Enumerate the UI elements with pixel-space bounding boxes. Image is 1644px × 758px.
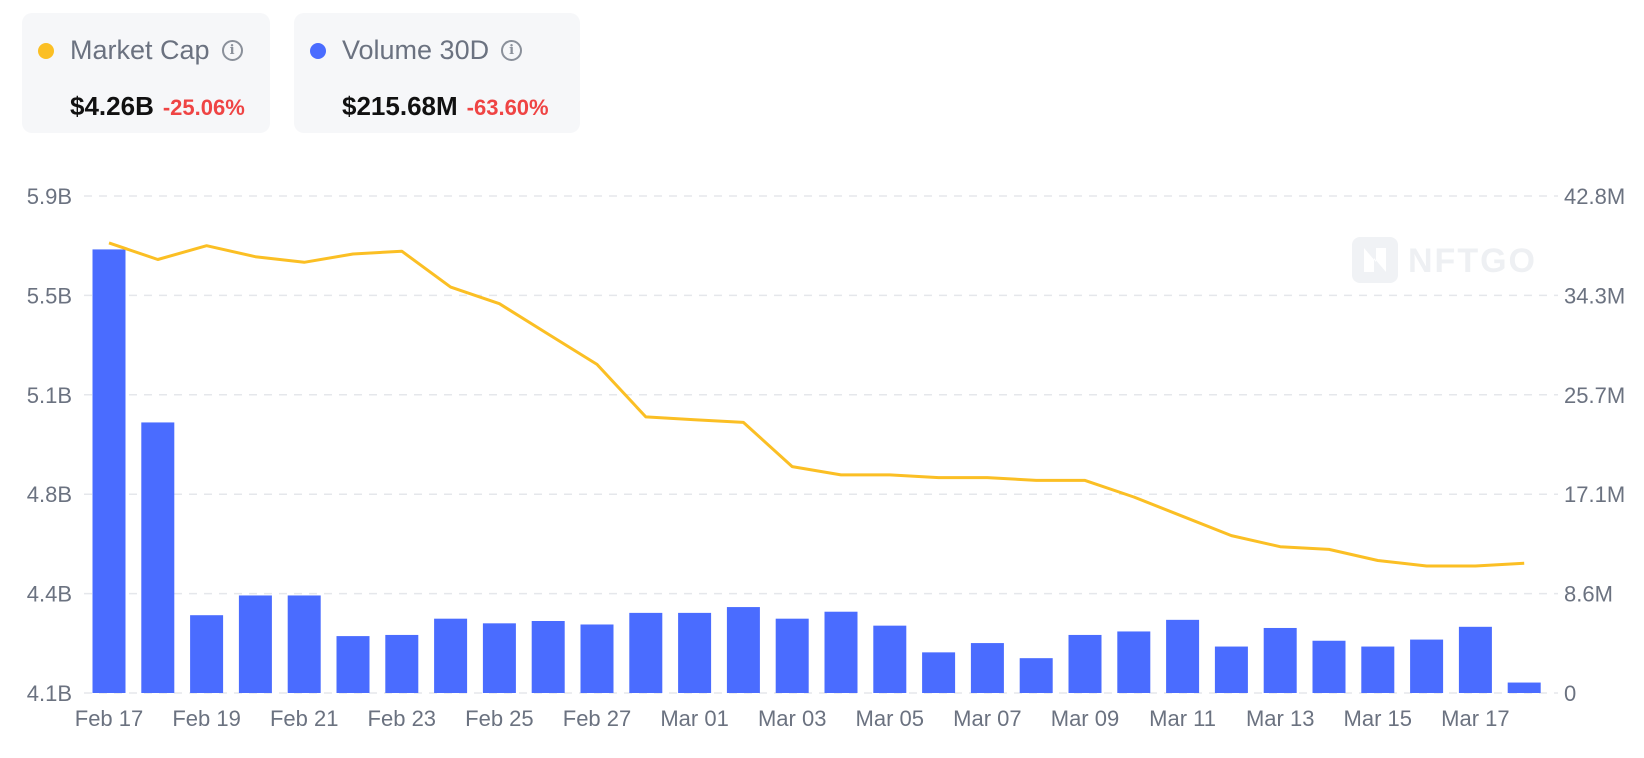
left-y-tick-label: 4.1B [27, 681, 72, 706]
volume-bar[interactable] [1214, 646, 1248, 693]
right-y-tick-label: 17.1M [1564, 482, 1625, 507]
volume-bar[interactable] [531, 621, 565, 693]
volume-bar[interactable] [1507, 682, 1541, 693]
market-cap-change: -25.06% [162, 95, 245, 120]
x-tick-label: Mar 11 [1149, 706, 1216, 731]
right-y-axis: 42.8M 34.3M 25.7M 17.1M 8.6M 0 [1564, 184, 1625, 706]
left-y-tick-label: 5.5B [27, 283, 72, 308]
volume-bar[interactable] [482, 623, 516, 693]
x-tick-label: Feb 27 [563, 706, 632, 731]
volume-bar[interactable] [922, 652, 956, 693]
x-tick-label: Mar 13 [1246, 706, 1314, 731]
left-y-tick-label: 5.1B [27, 383, 72, 408]
volume-bar[interactable] [726, 607, 760, 693]
x-tick-label: Feb 19 [172, 706, 241, 731]
volume-bar[interactable] [1117, 631, 1151, 693]
info-icon[interactable]: i [501, 40, 523, 61]
x-tick-label: Mar 09 [1051, 706, 1119, 731]
volume-label: Volume 30D [342, 35, 490, 65]
x-axis: Feb 17 Feb 19 Feb 21 Feb 23 Feb 25 Feb 27 Mar … [75, 706, 1510, 731]
x-tick-label: Mar 07 [953, 706, 1021, 731]
nftgo-logo-mark [1364, 248, 1386, 272]
left-y-tick-label: 4.8B [27, 482, 72, 507]
volume-bar[interactable] [629, 612, 663, 693]
volume-change: -63.60% [466, 95, 549, 120]
left-y-tick-label: 5.9B [27, 184, 72, 209]
x-tick-label: Feb 25 [465, 706, 534, 731]
right-y-tick-label: 34.3M [1564, 283, 1625, 308]
x-tick-label: Mar 01 [660, 706, 728, 731]
volume-bar[interactable] [1263, 627, 1297, 693]
volume-bar[interactable] [1458, 626, 1492, 693]
right-y-tick-label: 42.8M [1564, 184, 1625, 209]
x-tick-label: Feb 17 [75, 706, 144, 731]
x-tick-label: Mar 05 [856, 706, 924, 731]
volume-bar[interactable] [238, 595, 272, 693]
volume-bars [92, 249, 1541, 693]
watermark-text: NFTGO [1408, 242, 1537, 280]
market-cap-dot [38, 42, 54, 59]
x-tick-label: Mar 17 [1441, 706, 1509, 731]
market-cap-value: $4.26B [70, 91, 154, 121]
market-cap-label: Market Cap [70, 35, 210, 65]
watermark: NFTGO [1352, 237, 1537, 283]
volume-bar[interactable] [141, 422, 175, 693]
volume-bar[interactable] [92, 249, 126, 693]
market-cap-line-group [108, 241, 1525, 568]
right-y-tick-label: 25.7M [1564, 383, 1625, 408]
volume-bar[interactable] [336, 636, 370, 693]
volume-dot [310, 42, 326, 59]
grid [84, 195, 1558, 694]
volume-bar[interactable] [190, 615, 224, 693]
volume-bar[interactable] [775, 618, 809, 693]
volume-bar[interactable] [385, 634, 419, 693]
volume-bar[interactable] [678, 612, 712, 693]
legend-market-cap[interactable]: Market Cap i $4.26B -25.06% [22, 13, 270, 133]
volume-bar[interactable] [873, 625, 907, 693]
volume-bar[interactable] [434, 618, 468, 693]
volume-bar[interactable] [287, 595, 321, 693]
volume-bar[interactable] [580, 624, 614, 693]
right-y-tick-label: 8.6M [1564, 582, 1613, 607]
info-icon[interactable]: i [221, 40, 243, 61]
left-y-tick-label: 4.4B [27, 582, 72, 607]
x-tick-label: Feb 23 [368, 706, 437, 731]
x-tick-label: Mar 03 [758, 706, 826, 731]
volume-value: $215.68M [342, 91, 458, 121]
volume-bar[interactable] [824, 611, 858, 693]
volume-bar[interactable] [1019, 658, 1053, 693]
x-tick-label: Feb 21 [270, 706, 339, 731]
volume-bar[interactable] [1068, 634, 1102, 693]
volume-bar[interactable] [1361, 646, 1395, 693]
market-cap-line[interactable] [108, 241, 1525, 568]
volume-bar[interactable] [1410, 639, 1444, 693]
volume-bar[interactable] [1166, 619, 1200, 693]
volume-bar[interactable] [1312, 640, 1346, 693]
left-y-axis: 5.9B 5.5B 5.1B 4.8B 4.4B 4.1B [27, 184, 72, 706]
x-tick-label: Mar 15 [1344, 706, 1412, 731]
right-y-tick-label: 0 [1564, 681, 1576, 706]
legend-volume[interactable]: Volume 30D i $215.68M -63.60% [294, 13, 580, 133]
volume-bar[interactable] [970, 643, 1004, 693]
